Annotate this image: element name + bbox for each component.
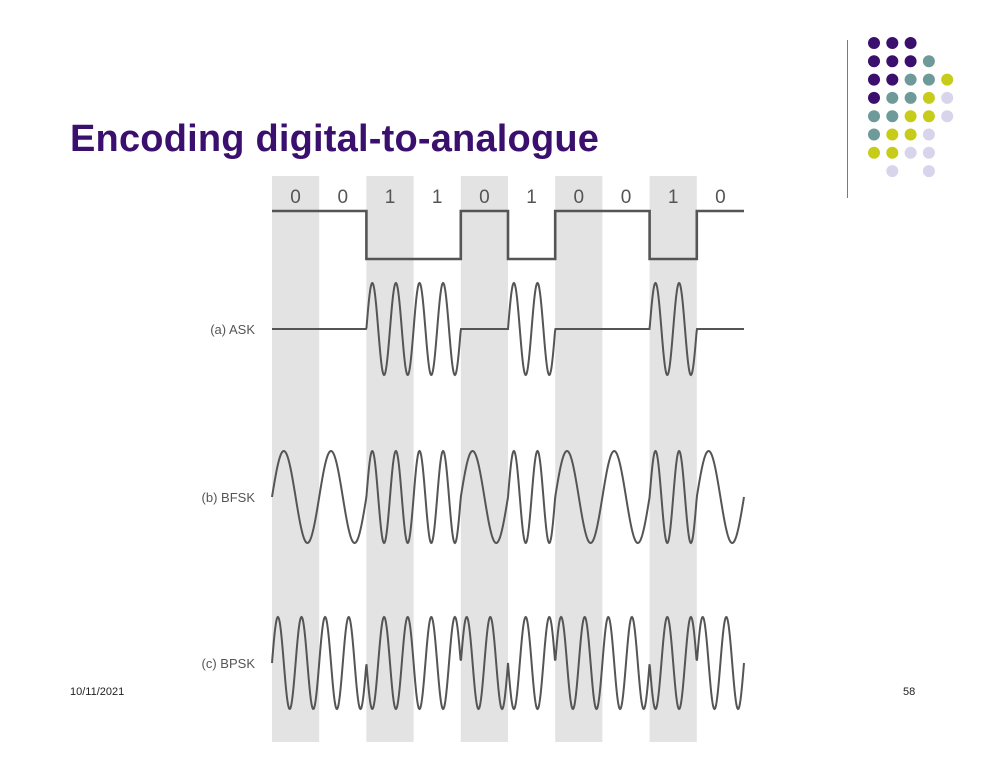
logo-dot <box>904 37 917 49</box>
logo-dot <box>904 128 917 141</box>
bit-label: 0 <box>479 187 490 208</box>
logo-dot <box>886 146 899 159</box>
bit-label: 0 <box>715 187 726 208</box>
bit-label: 1 <box>526 187 537 208</box>
logo-dot <box>886 110 899 123</box>
logo-dot <box>868 110 880 123</box>
slide-title: Encoding digital-to-analogue <box>70 118 600 160</box>
logo-dot <box>922 110 935 123</box>
ask-waveform <box>272 281 744 377</box>
logo-dot <box>868 128 880 141</box>
bfsk-label: (b) BFSK <box>202 490 256 505</box>
logo-dot <box>922 146 935 159</box>
ask-label: (a) ASK <box>210 322 255 337</box>
logo-dot <box>868 55 880 68</box>
logo-dot <box>904 91 917 104</box>
logo-dot <box>941 110 954 123</box>
bit-label: 0 <box>290 187 301 208</box>
digital-signal <box>272 209 744 261</box>
slide-page-number: 58 <box>903 686 916 698</box>
bpsk-label: (c) BPSK <box>202 656 256 671</box>
logo-dot <box>868 73 880 86</box>
logo-dot <box>922 73 935 86</box>
logo-dot <box>922 165 935 178</box>
logo-dot <box>886 55 899 68</box>
logo-dot <box>922 91 935 104</box>
bit-label: 1 <box>385 187 396 208</box>
bit-label: 1 <box>432 187 443 208</box>
logo-dot <box>886 165 899 178</box>
logo-dot <box>922 55 935 68</box>
logo-dot <box>922 128 935 141</box>
bit-label: 0 <box>621 187 632 208</box>
logo-dot <box>886 37 899 49</box>
logo-dot <box>941 91 954 104</box>
slide-date: 10/11/2021 <box>70 686 125 698</box>
logo-dot <box>886 73 899 86</box>
bit-label: 0 <box>574 187 585 208</box>
bpsk-waveform <box>271 615 745 711</box>
logo-dot <box>904 55 917 68</box>
bfsk-waveform <box>271 449 745 545</box>
logo-dot <box>941 73 954 86</box>
logo-dot <box>904 146 917 159</box>
logo-dot <box>904 73 917 86</box>
logo-dot <box>868 37 880 49</box>
logo-dot <box>886 128 899 141</box>
logo-dot <box>886 91 899 104</box>
logo-dot <box>904 110 917 123</box>
logo-dot <box>868 91 880 104</box>
vertical-divider <box>847 40 848 198</box>
bit-label: 0 <box>338 187 349 208</box>
bit-label: 1 <box>668 187 679 208</box>
logo-dot <box>868 146 880 159</box>
